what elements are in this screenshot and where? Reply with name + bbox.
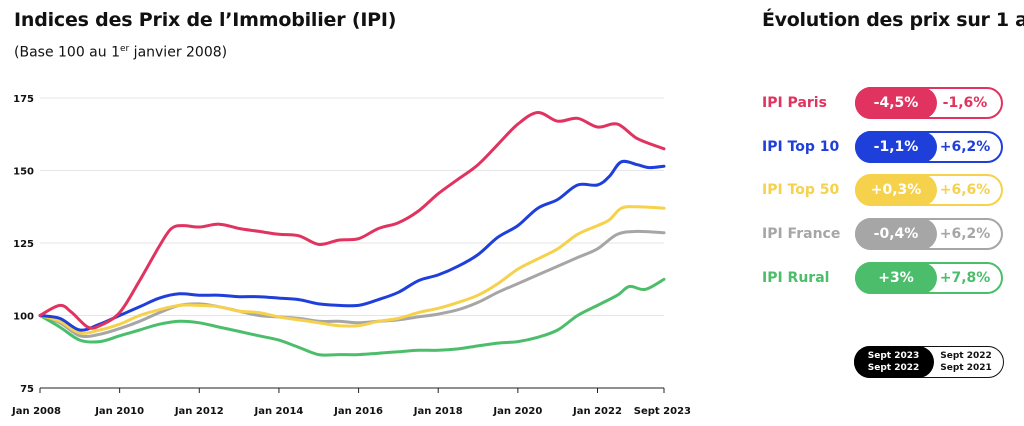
pill-value-prev: -1,6%: [942, 95, 988, 111]
x-tick-label: Jan 2014: [253, 406, 303, 417]
line-chart: 75 100 125 150 175 Jan 2008 Jan 2010 Jan 2012 Ja…: [11, 94, 691, 417]
y-tick-label: 75: [20, 384, 34, 395]
row-label: IPI Rural: [762, 270, 830, 286]
evolution-row-rural: IPI Rural +3% +7,8%: [762, 262, 1012, 296]
x-tick-label: Jan 2012: [174, 406, 224, 417]
pill-value-prev: +6,2%: [939, 226, 991, 242]
pill-value-1y: +3%: [855, 262, 937, 294]
evolution-title: Évolution des prix sur 1 an: [762, 9, 1024, 31]
chart-subtitle: (Base 100 au 1er janvier 2008): [14, 44, 227, 61]
row-label: IPI Top 10: [762, 139, 840, 155]
x-tick-label: Jan 2010: [94, 406, 144, 417]
y-tick-label: 150: [13, 167, 34, 178]
legend-line: Sept 2023: [867, 350, 920, 361]
x-tick-label: Jan 2008: [11, 406, 61, 417]
x-tick-label: Jan 2018: [413, 406, 463, 417]
subtitle-sup: er: [119, 44, 130, 54]
evolution-row-paris: IPI Paris -4,5% -1,6%: [762, 87, 1012, 121]
evolution-row-top10: IPI Top 10 -1,1% +6,2%: [762, 131, 1012, 165]
series-line-ipi-france: [38, 229, 666, 339]
evolution-pill: -0,4% +6,2%: [855, 218, 1003, 250]
legend-line: Sept 2022: [940, 351, 992, 361]
subtitle-pre: (Base 100 au 1: [14, 44, 120, 61]
pill-value-prev: +6,2%: [939, 139, 991, 155]
legend-period-1y: Sept 2023 Sept 2022: [853, 345, 934, 378]
series-line-ipi-top-50: [38, 205, 666, 335]
subtitle-post: janvier 2008): [129, 44, 228, 61]
row-label: IPI France: [762, 226, 841, 242]
row-label: IPI Paris: [762, 95, 827, 111]
pill-value-1y: -0,4%: [855, 218, 937, 250]
legend-period-prev: Sept 2022 Sept 2021: [937, 350, 995, 374]
series-line-ipi-rural: [38, 277, 666, 357]
evolution-row-top50: IPI Top 50 +0,3% +6,6%: [762, 174, 1012, 208]
pill-value-1y: -4,5%: [855, 87, 937, 119]
y-tick-label: 100: [13, 312, 34, 323]
x-tick-label: Jan 2022: [572, 406, 622, 417]
pill-value-1y: -1,1%: [855, 131, 937, 163]
x-tick-label: Jan 2020: [492, 406, 542, 417]
pill-value-1y: +0,3%: [855, 174, 937, 206]
chart-title: Indices des Prix de l’Immobilier (IPI): [14, 9, 397, 31]
y-tick-label: 125: [13, 239, 34, 250]
series-line-ipi-top-10: [38, 159, 666, 332]
y-tick-label: 175: [13, 94, 34, 105]
row-label: IPI Top 50: [762, 182, 840, 198]
x-tick-label: Sept 2023: [634, 406, 691, 417]
x-tick-label: Jan 2016: [333, 406, 383, 417]
evolution-row-france: IPI France -0,4% +6,2%: [762, 218, 1012, 252]
evolution-pill: -4,5% -1,6%: [855, 87, 1003, 119]
series-line-ipi-paris: [38, 111, 666, 330]
legend-line: Sept 2022: [867, 362, 920, 373]
pill-value-prev: +7,8%: [939, 270, 991, 286]
pill-value-prev: +6,6%: [939, 182, 991, 198]
evolution-pill: +0,3% +6,6%: [855, 174, 1003, 206]
evolution-pill: +3% +7,8%: [855, 262, 1003, 294]
legend-line: Sept 2021: [940, 363, 992, 373]
period-legend: Sept 2023 Sept 2022 Sept 2022 Sept 2021: [853, 345, 1004, 378]
evolution-pill: -1,1% +6,2%: [855, 131, 1003, 163]
